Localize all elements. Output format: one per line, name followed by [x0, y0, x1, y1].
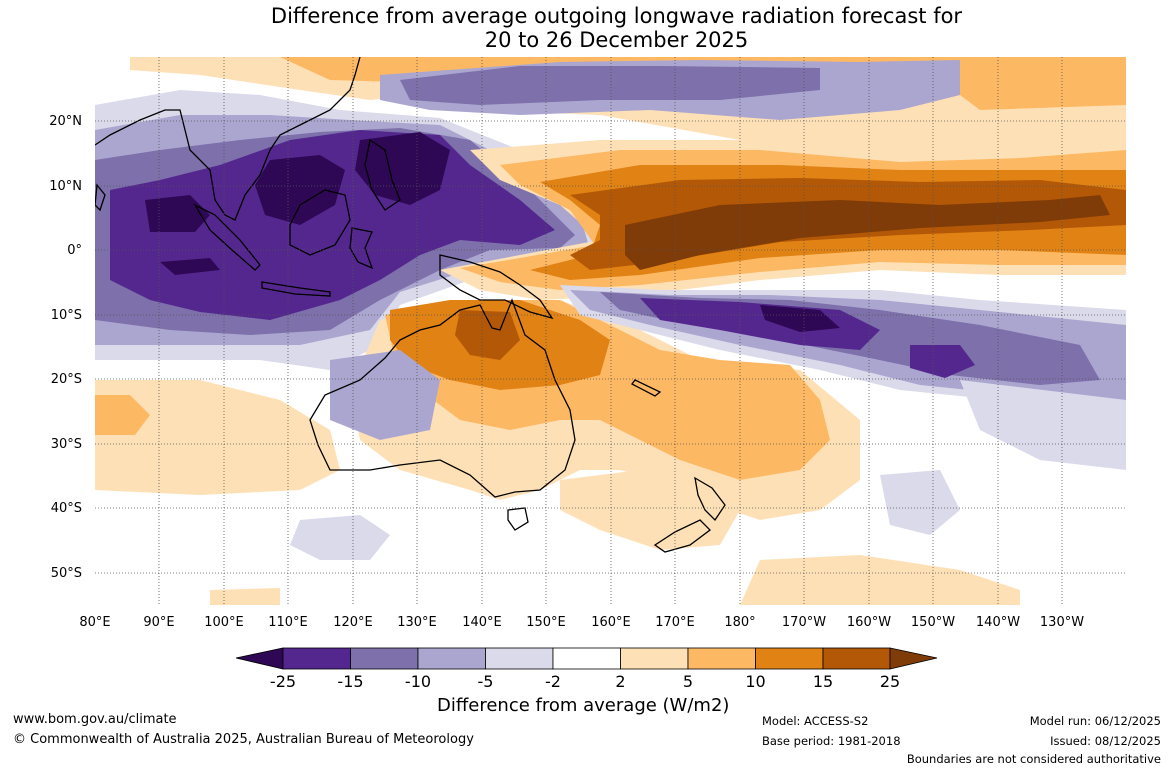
philippines-darkest-core: [355, 132, 450, 205]
colorbar-segment-above-25: [889, 647, 938, 670]
colorbar-segment-neutral: [552, 647, 621, 670]
colorbar-tick-m10: -10: [405, 672, 431, 691]
lon-label-140w: 140°W: [976, 615, 1020, 630]
lon-label-80e: 80°E: [79, 615, 110, 630]
colorbar-tick-m2: -2: [545, 672, 561, 691]
lat-label-0: 0°: [67, 243, 82, 258]
issued-date: Issued: 08/12/2025: [1050, 734, 1161, 748]
colorbar-title: Difference from average (W/m2): [437, 695, 730, 716]
base-period: Base period: 1981-2018: [762, 734, 901, 748]
lat-label-30s: 30°S: [51, 437, 82, 452]
colorbar-segment-15-10: [350, 647, 419, 670]
colorbar-segment-25-15: [282, 647, 351, 670]
sri-lanka-coastline: [95, 183, 106, 212]
lon-label-120e: 120°E: [333, 615, 373, 630]
lon-label-150e: 150°E: [526, 615, 566, 630]
maritime-deep-purple: [110, 130, 555, 320]
west-australia-purple: [330, 350, 440, 440]
java-coastline: [261, 281, 331, 297]
lon-label-130w: 130°W: [1040, 615, 1084, 630]
new-zealand-north-coastline: [694, 476, 726, 522]
indian-ocean-darkest-core: [145, 195, 210, 232]
lat-label-50s: 50°S: [51, 566, 82, 581]
lon-label-160w: 160°W: [847, 615, 891, 630]
lat-label-10s: 10°S: [51, 308, 82, 323]
colorbar-segment-2-5: [620, 647, 689, 670]
colorbar-segment-5-10: [687, 647, 756, 670]
far-south-light-orange-west: [210, 588, 280, 605]
lon-label-90e: 90°E: [143, 615, 174, 630]
colorbar-tick-m5: -5: [478, 672, 494, 691]
colorbar-tick-p2: 2: [615, 672, 625, 691]
australia-brown-core: [455, 310, 520, 360]
colorbar-tick-p5: 5: [683, 672, 693, 691]
borneo-coastline: [289, 189, 351, 256]
colorbar-segment-15-25: [822, 647, 891, 670]
tasmania-coastline: [507, 507, 529, 531]
sumatra-coastline: [193, 203, 261, 271]
lon-label-150w: 150°W: [911, 615, 955, 630]
latitude-labels: 20°N 10°N 0° 10°S 20°S 30°S 40°S 50°S: [49, 114, 82, 581]
longitude-labels: 80°E 90°E 100°E 110°E 120°E 130°E 140°E …: [79, 615, 1084, 630]
lat-label-20s: 20°S: [51, 372, 82, 387]
coastlines: [95, 57, 726, 553]
colorbar-ticks: -25 -15 -10 -5 -2 2 5 10 15 25: [270, 672, 900, 691]
indian-ocean-darkest-core-2: [160, 258, 220, 275]
lat-label-10n: 10°N: [49, 179, 82, 194]
australia-coastline: [309, 298, 576, 498]
model-name: Model: ACCESS-S2: [762, 714, 869, 728]
south-pacific-lavender-2: [960, 380, 1126, 470]
colorbar-tick-m25: -25: [270, 672, 296, 691]
equatorial-darkest-core: [625, 195, 1110, 270]
south-indian-light-orange: [95, 380, 340, 495]
title-line-2: 20 to 26 December 2025: [484, 28, 749, 52]
lon-label-160e: 160°E: [591, 615, 631, 630]
colorbar-segment-10-15: [755, 647, 824, 670]
southern-ocean-lavender: [290, 515, 390, 560]
asia-mainland-coastline: [95, 57, 361, 221]
lon-label-180: 180°: [724, 615, 755, 630]
south-pacific-lavender: [880, 470, 960, 535]
colorbar: [235, 647, 938, 670]
colorbar-tick-p15: 15: [813, 672, 833, 691]
graticule: [95, 57, 1126, 605]
philippines-coastline: [364, 138, 401, 211]
website-link[interactable]: www.bom.gov.au/climate: [13, 712, 177, 727]
boundaries-disclaimer: Boundaries are not considered authoritat…: [906, 752, 1161, 766]
title-line-1: Difference from average outgoing longwav…: [270, 4, 963, 28]
lon-label-170e: 170°E: [655, 615, 695, 630]
borneo-darkest-core: [255, 155, 345, 225]
new-guinea-coastline: [439, 254, 554, 320]
new-caledonia-coastline: [631, 379, 662, 397]
colorbar-tick-m15: -15: [337, 672, 363, 691]
anomaly-field: [95, 57, 1126, 605]
lon-label-170w: 170°W: [782, 615, 826, 630]
lat-label-40s: 40°S: [51, 501, 82, 516]
colorbar-segment-5-2: [485, 647, 554, 670]
colorbar-segment-below-25: [235, 647, 284, 670]
lon-label-110e: 110°E: [268, 615, 308, 630]
lon-label-100e: 100°E: [204, 615, 244, 630]
colorbar-tick-p25: 25: [880, 672, 900, 691]
far-south-light-orange: [740, 555, 1020, 605]
colorbar-segment-10-5: [417, 647, 486, 670]
model-run-date: Model run: 06/12/2025: [1029, 714, 1161, 728]
south-indian-orange: [95, 395, 150, 435]
lon-label-130e: 130°E: [397, 615, 437, 630]
lon-label-140e: 140°E: [462, 615, 502, 630]
copyright-text: © Commonwealth of Australia 2025, Austra…: [13, 732, 474, 747]
spcz-deep-purple-east: [910, 345, 975, 378]
spcz-darkest-core: [760, 305, 840, 332]
north-purple-core: [400, 66, 820, 105]
colorbar-tick-p10: 10: [745, 672, 765, 691]
lat-label-20n: 20°N: [49, 114, 82, 129]
tasman-light-orange: [560, 470, 740, 550]
map-title: Difference from average outgoing longwav…: [0, 4, 1173, 52]
sulawesi-coastline: [349, 227, 374, 270]
